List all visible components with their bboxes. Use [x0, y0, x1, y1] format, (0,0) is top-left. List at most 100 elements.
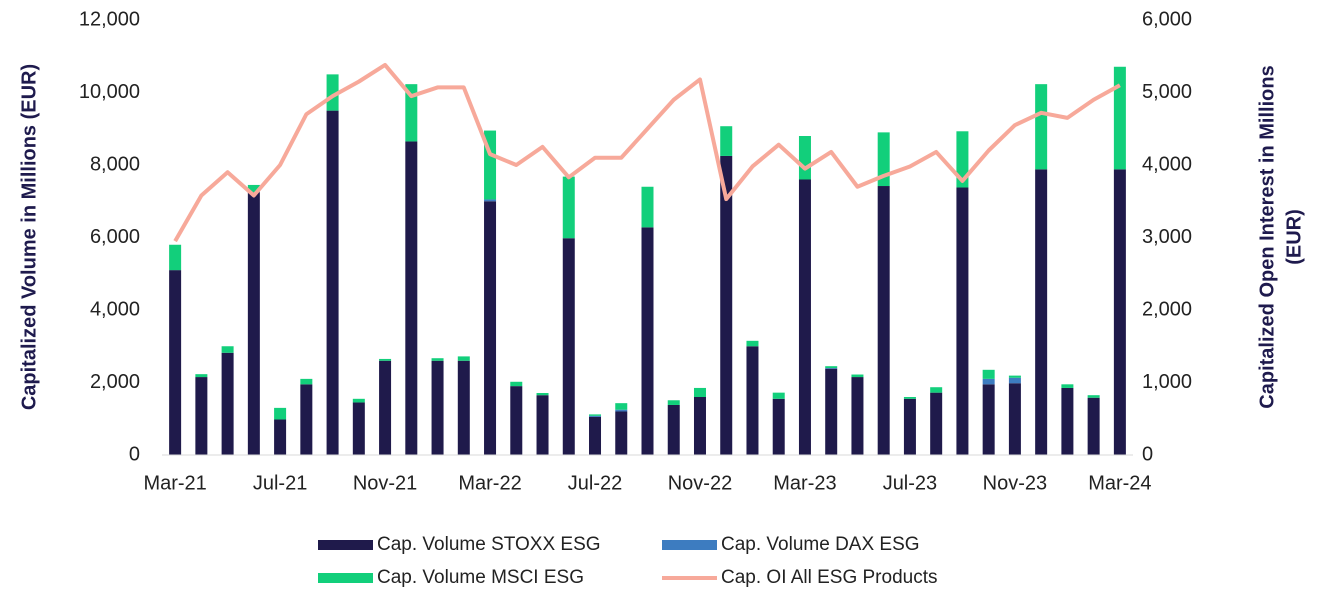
bar: [326, 110, 339, 455]
bar: [615, 403, 628, 410]
legend-swatch: [318, 540, 373, 550]
y-tick-label: 6,000: [90, 226, 140, 248]
bar: [1061, 384, 1074, 388]
bar: [510, 386, 523, 455]
bar: [352, 402, 365, 455]
bar: [1087, 397, 1100, 455]
bar: [956, 187, 969, 455]
y-tick-label: 2,000: [90, 371, 140, 393]
bar: [825, 366, 838, 368]
bar: [798, 136, 811, 180]
y2-tick-label: 3,000: [1142, 226, 1192, 248]
bar: [274, 407, 287, 420]
bar: [877, 132, 890, 187]
x-tick-label: Jul-21: [253, 472, 307, 494]
y-tick-label: 12,000: [79, 8, 140, 30]
bar: [589, 415, 602, 417]
bar: [300, 378, 313, 385]
bar: [982, 384, 995, 455]
y-tick-label: 8,000: [90, 153, 140, 175]
bar: [1035, 84, 1048, 170]
bar: [746, 346, 759, 455]
bar: [352, 398, 365, 403]
bar: [930, 392, 943, 455]
bar: [982, 378, 995, 385]
bar: [930, 387, 943, 393]
bar: [667, 400, 680, 405]
bar: [956, 131, 969, 188]
bar: [379, 360, 392, 455]
x-tick-label: Jul-23: [883, 472, 937, 494]
bar: [641, 227, 654, 455]
bar: [379, 358, 392, 361]
bar: [300, 384, 313, 455]
bar: [589, 416, 602, 455]
bar: [1008, 383, 1021, 455]
y2-tick-label: 0: [1142, 443, 1153, 465]
bar: [1087, 395, 1100, 398]
y-axis-title: Capitalized Volume in Millions (EUR): [18, 64, 40, 410]
bar: [798, 179, 811, 455]
bar: [1035, 169, 1048, 455]
y-tick-label: 0: [129, 443, 140, 465]
bar: [457, 356, 470, 361]
y-tick-label: 10,000: [79, 81, 140, 103]
bar: [274, 419, 287, 455]
bar: [195, 377, 208, 455]
bar: [641, 186, 654, 228]
bar: [851, 377, 864, 455]
bar: [615, 411, 628, 455]
bar: [195, 374, 208, 378]
bar: [405, 141, 418, 455]
bar: [1113, 66, 1126, 170]
bar: [326, 74, 339, 111]
x-tick-label: Nov-23: [983, 472, 1047, 494]
bar: [746, 340, 759, 347]
bar: [667, 404, 680, 455]
bar: [1061, 387, 1074, 455]
y2-axis-title: Capitalized Open Interest in Millions: [1256, 65, 1278, 408]
bar: [536, 393, 549, 396]
x-tick-label: Jul-22: [568, 472, 622, 494]
bar: [431, 360, 444, 455]
x-tick-label: Mar-22: [458, 472, 521, 494]
bar: [247, 192, 260, 455]
bar: [589, 414, 602, 416]
bar: [431, 358, 444, 361]
bar: [825, 368, 838, 369]
legend-swatch: [662, 540, 717, 550]
bar: [169, 244, 182, 271]
y2-tick-label: 4,000: [1142, 153, 1192, 175]
y2-tick-label: 1,000: [1142, 371, 1192, 393]
bar: [877, 186, 890, 455]
bar: [772, 392, 785, 399]
y2-tick-label: 5,000: [1142, 81, 1192, 103]
y2-tick-label: 6,000: [1142, 8, 1192, 30]
bar: [1113, 169, 1126, 455]
x-tick-label: Mar-21: [143, 472, 206, 494]
x-tick-label: Nov-22: [668, 472, 732, 494]
bar: [457, 360, 470, 455]
y2-axis-title: (EUR): [1283, 209, 1305, 265]
y-tick-label: 4,000: [90, 298, 140, 320]
x-tick-label: Mar-24: [1088, 472, 1151, 494]
bar: [720, 126, 733, 156]
legend-label: Cap. Volume DAX ESG: [721, 534, 920, 555]
bar: [247, 184, 260, 193]
bar: [615, 409, 628, 412]
bar: [693, 387, 706, 397]
legend-swatch: [318, 573, 373, 583]
legend-label: Cap. OI All ESG Products: [721, 567, 937, 588]
bar: [536, 395, 549, 455]
bar: [772, 398, 785, 455]
bar: [1008, 375, 1021, 378]
bar: [693, 397, 706, 455]
bar: [851, 374, 864, 378]
bar: [562, 176, 575, 239]
bar: [405, 84, 418, 142]
line: [173, 62, 1121, 243]
bar: [484, 201, 497, 455]
x-tick-label: Mar-23: [773, 472, 836, 494]
y2-tick-label: 2,000: [1142, 298, 1192, 320]
x-tick-label: Nov-21: [353, 472, 417, 494]
